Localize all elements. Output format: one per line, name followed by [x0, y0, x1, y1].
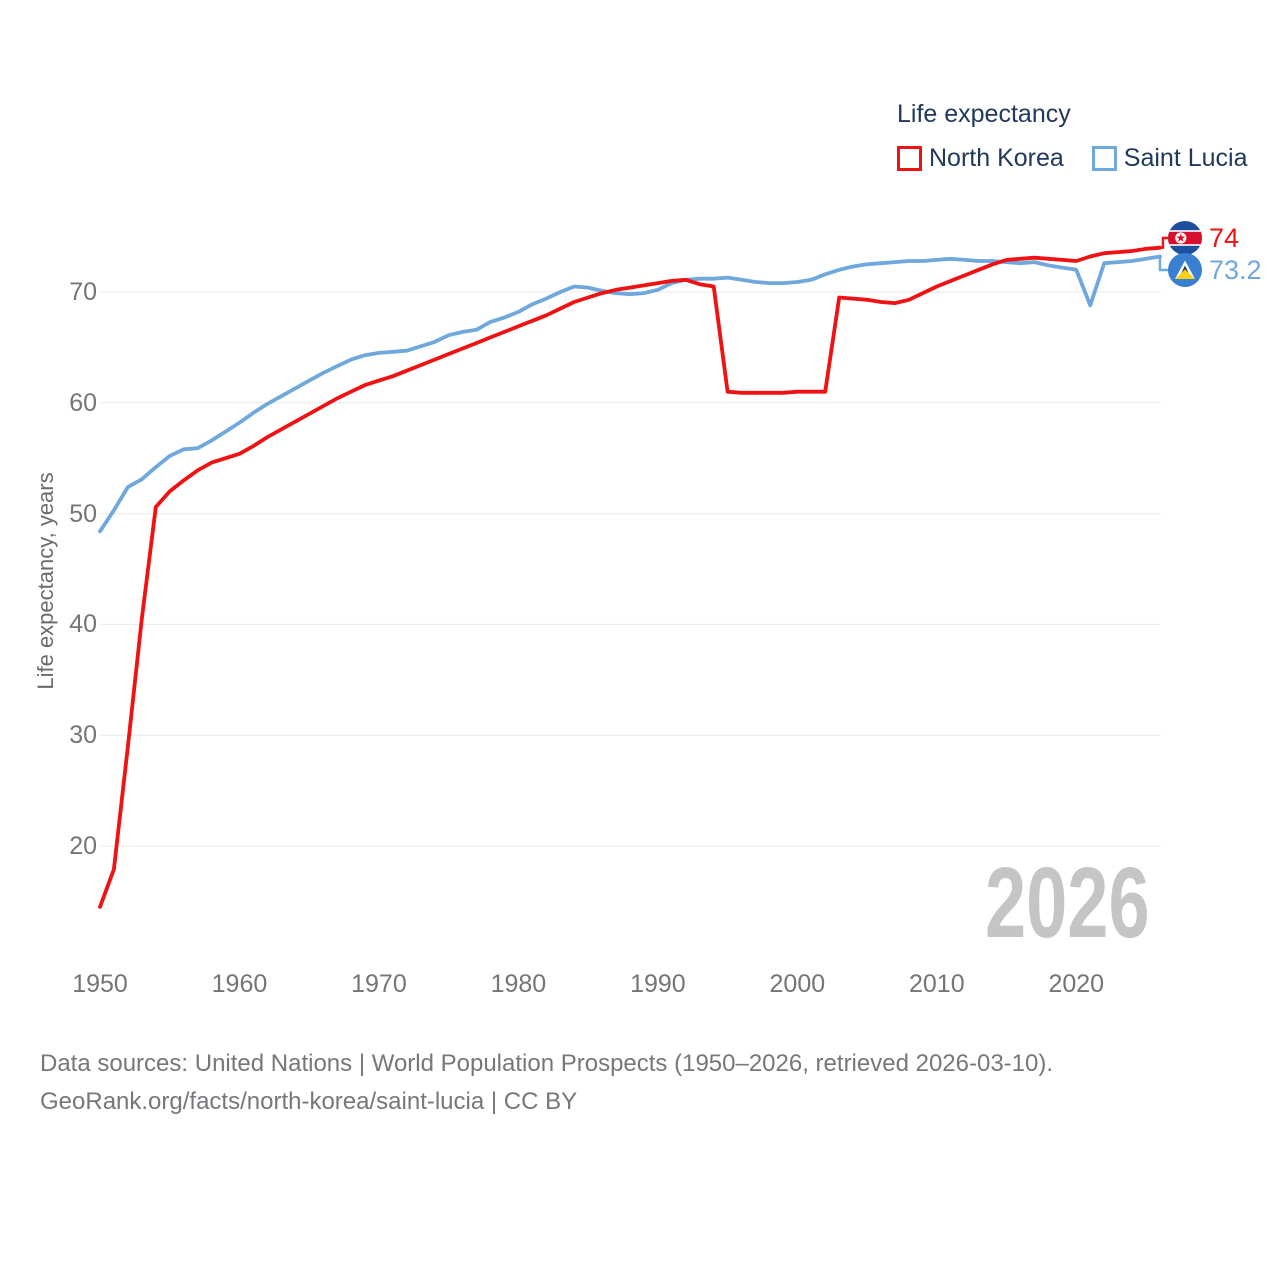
x-axis-tick-label: 2010 — [909, 970, 965, 998]
footer-attribution: GeoRank.org/facts/north-korea/saint-luci… — [40, 1088, 578, 1115]
north-korea-swatch-icon — [897, 146, 922, 171]
legend-entry-north-korea[interactable]: North Korea — [897, 144, 1064, 173]
legend-label: Saint Lucia — [1123, 144, 1248, 172]
end-label-saint-lucia: 73.2 — [1168, 253, 1262, 287]
legend-label: North Korea — [929, 144, 1064, 172]
legend: Life expectancy North Korea Saint Lucia — [897, 100, 1248, 173]
legend-title: Life expectancy — [897, 100, 1071, 128]
x-axis-tick-label: 2000 — [769, 970, 826, 998]
end-value-saint-lucia: 73.2 — [1209, 255, 1262, 285]
legend-entries: North Korea Saint Lucia — [897, 144, 1248, 173]
north-korea-flag-icon — [1168, 221, 1202, 255]
x-axis-tick-label: 2020 — [1048, 970, 1105, 998]
x-axis-tick-label: 1950 — [72, 970, 128, 998]
series-line-north-korea — [98, 245, 1162, 909]
y-axis-tick-label: 30 — [69, 721, 97, 750]
end-value-north-korea: 74 — [1209, 223, 1240, 253]
x-axis-tick-label: 1960 — [211, 970, 268, 998]
y-axis-title: Life expectancy, years — [33, 472, 58, 690]
chart-canvas — [98, 236, 1169, 909]
y-axis-tick-label: 50 — [69, 499, 97, 528]
y-axis-tick-label: 70 — [69, 278, 97, 306]
y-axis-tick-label: 40 — [69, 610, 97, 639]
x-axis-tick-label: 1970 — [351, 970, 407, 998]
legend-entry-saint-lucia[interactable]: Saint Lucia — [1091, 144, 1248, 173]
leader-line-saint-lucia — [1158, 256, 1169, 272]
series-lines — [98, 245, 1162, 909]
saint-lucia-swatch-icon — [1091, 146, 1117, 171]
series-line-saint-lucia — [98, 254, 1162, 534]
year-watermark: 2026 — [985, 847, 1150, 959]
leader-line-north-korea — [1159, 236, 1169, 249]
label-leader-lines — [1158, 236, 1169, 272]
x-axis-tick-label: 1980 — [490, 970, 547, 998]
y-axis-tick-label: 20 — [69, 832, 97, 860]
x-axis-tick-label: 1990 — [630, 970, 686, 998]
end-label-north-korea: 74 — [1168, 221, 1239, 255]
gridlines — [100, 291, 1161, 847]
saint-lucia-flag-icon — [1168, 253, 1202, 287]
footer-data-sources: Data sources: United Nations | World Pop… — [40, 1050, 1054, 1077]
y-axis-tick-label: 60 — [69, 388, 97, 417]
footer: Data sources: United Nations | World Pop… — [40, 1045, 1053, 1121]
